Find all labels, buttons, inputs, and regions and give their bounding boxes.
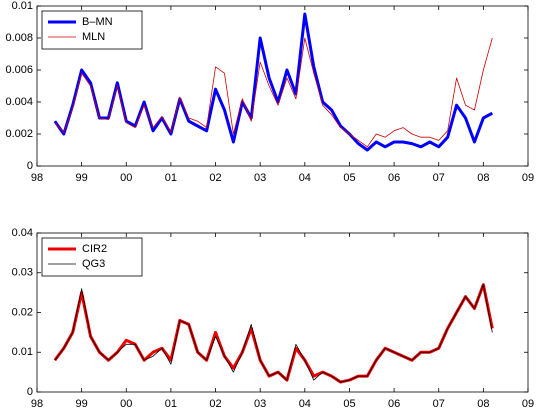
axes-frame	[36, 232, 529, 393]
y-tick-label: 0.04	[12, 227, 33, 239]
y-tick-label: 0.008	[5, 32, 33, 44]
y-tick-label: 0	[27, 386, 33, 398]
x-tick-label: 02	[209, 172, 221, 184]
y-tick-label: 0.02	[12, 306, 33, 318]
x-tick-label: 04	[299, 172, 311, 184]
x-tick-label: 00	[120, 398, 132, 410]
series-line	[54, 284, 493, 383]
x-tick-label: 99	[76, 398, 88, 410]
legend-label: B–MN	[82, 16, 113, 28]
x-tick-label: 98	[31, 398, 43, 410]
x-tick-label: 06	[388, 398, 400, 410]
y-tick-label: 0.004	[5, 96, 33, 108]
legend-label: QG3	[82, 258, 105, 270]
x-tick-label: 00	[120, 172, 132, 184]
x-tick-label: 01	[165, 172, 177, 184]
x-tick-label: 05	[343, 172, 355, 184]
x-tick-label: 04	[299, 398, 311, 410]
x-tick-label: 09	[522, 398, 534, 410]
y-tick-label: 0	[27, 160, 33, 172]
x-tick-label: 07	[433, 398, 445, 410]
x-tick-label: 03	[254, 172, 266, 184]
x-tick-label: 98	[31, 172, 43, 184]
y-tick-label: 0.03	[12, 267, 33, 279]
x-tick-label: 09	[522, 172, 534, 184]
legend-box	[41, 10, 143, 50]
y-tick-label: 0.002	[5, 128, 33, 140]
x-tick-label: 07	[433, 172, 445, 184]
y-tick-label: 0.01	[12, 346, 33, 358]
y-tick-label: 0.006	[5, 64, 33, 76]
axes-frame	[36, 5, 529, 167]
x-tick-label: 08	[477, 398, 489, 410]
series-line	[53, 12, 494, 152]
x-tick-label: 08	[477, 172, 489, 184]
x-tick-label: 01	[165, 398, 177, 410]
x-tick-label: 06	[388, 172, 400, 184]
x-tick-label: 02	[209, 398, 221, 410]
x-tick-label: 03	[254, 398, 266, 410]
x-tick-label: 99	[76, 172, 88, 184]
legend-label: CIR2	[82, 243, 107, 255]
y-tick-label: 0.01	[12, 0, 33, 12]
legend-box	[41, 237, 143, 277]
legend-label: MLN	[82, 31, 105, 43]
series-line	[54, 37, 493, 148]
x-tick-label: 05	[343, 398, 355, 410]
